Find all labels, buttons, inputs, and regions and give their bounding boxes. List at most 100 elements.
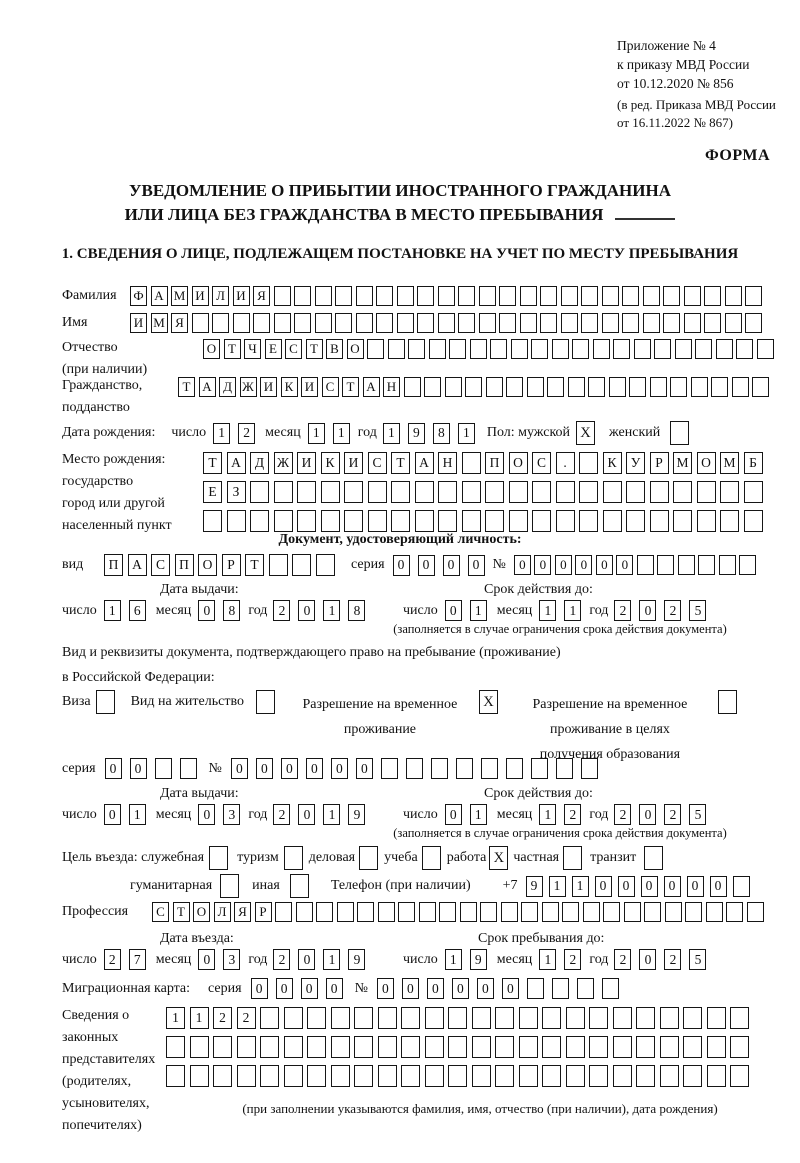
char-cell-filled: А bbox=[226, 452, 246, 474]
purpose-study-label: учеба bbox=[384, 850, 418, 865]
char-cell-empty bbox=[283, 1065, 303, 1087]
char-cell-empty bbox=[414, 510, 434, 532]
char-cell-filled: И bbox=[301, 377, 318, 397]
representatives-row3-input[interactable] bbox=[166, 1065, 754, 1087]
char-cell-empty bbox=[673, 481, 692, 503]
char-cell-filled: О bbox=[346, 339, 364, 359]
char-cell-filled: М bbox=[150, 313, 168, 333]
char-cell-empty bbox=[295, 902, 313, 922]
char-cell-empty bbox=[530, 758, 548, 779]
char-cell-filled: Р bbox=[649, 452, 669, 474]
char-cell-empty bbox=[521, 902, 538, 922]
purpose-business-checkbox[interactable] bbox=[359, 846, 379, 870]
birthplace-row3-input[interactable] bbox=[203, 510, 767, 532]
purpose-private-checkbox[interactable] bbox=[563, 846, 583, 870]
representatives-row2-input[interactable] bbox=[166, 1036, 754, 1058]
sex-female-checkbox[interactable] bbox=[670, 421, 690, 445]
visa-checkbox[interactable] bbox=[95, 690, 115, 714]
representatives-label6: попечителях) bbox=[62, 1118, 142, 1133]
char-cell-empty bbox=[562, 902, 579, 922]
char-cell-filled: У bbox=[626, 452, 645, 474]
temp-residence-edu-line3: получения образования bbox=[539, 747, 681, 762]
char-cell-empty bbox=[649, 510, 669, 532]
char-cell-filled: Т bbox=[178, 377, 195, 397]
ref-line: к приказу МВД России bbox=[617, 57, 750, 72]
char-cell-empty bbox=[478, 286, 496, 306]
char-cell-empty bbox=[579, 510, 598, 532]
char-cell-empty bbox=[449, 339, 466, 359]
purpose-official-checkbox[interactable] bbox=[209, 846, 229, 870]
temp-residence-edu-line2: проживание в целях bbox=[550, 722, 670, 737]
char-cell-empty bbox=[316, 902, 333, 922]
purpose-tourism-checkbox[interactable] bbox=[283, 846, 303, 870]
purpose-humanitarian-checkbox[interactable] bbox=[220, 874, 240, 898]
char-cell-empty bbox=[417, 313, 434, 333]
purpose-work-checkbox[interactable]: X bbox=[489, 846, 509, 870]
sex-male-checkbox[interactable]: X bbox=[576, 421, 596, 445]
char-cell-filled: 2 bbox=[236, 1007, 256, 1029]
temp-residence-edu-checkbox[interactable] bbox=[717, 690, 737, 714]
temp-residence-line2: проживание bbox=[343, 722, 417, 737]
identity-doc-header: Документ, удостоверяющий личность: bbox=[278, 532, 522, 547]
temp-residence-checkbox[interactable]: X bbox=[478, 690, 498, 714]
month-label: месяц bbox=[496, 602, 533, 618]
char-cell-empty bbox=[576, 978, 594, 999]
char-cell-filled: 0 bbox=[513, 555, 531, 575]
year-label: год bbox=[248, 951, 268, 967]
purpose-transit-checkbox[interactable] bbox=[644, 846, 664, 870]
char-cell-empty bbox=[391, 481, 410, 503]
char-cell-filled: С bbox=[532, 452, 551, 474]
char-cell-filled: 0 bbox=[298, 804, 316, 825]
purpose-study-checkbox[interactable] bbox=[421, 846, 441, 870]
char-cell-filled: Т bbox=[245, 554, 264, 576]
year-label: год bbox=[248, 602, 268, 618]
residence-permit-checkbox[interactable] bbox=[255, 690, 275, 714]
char-cell-filled: Р bbox=[254, 902, 272, 922]
purpose-other-checkbox[interactable] bbox=[289, 874, 309, 898]
char-cell-empty bbox=[408, 339, 425, 359]
char-cell-filled: 0 bbox=[230, 758, 248, 779]
char-cell-filled: 0 bbox=[640, 875, 658, 897]
char-cell-empty bbox=[623, 902, 641, 922]
char-cell-filled: 0 bbox=[250, 978, 268, 999]
char-cell-empty bbox=[696, 510, 716, 532]
